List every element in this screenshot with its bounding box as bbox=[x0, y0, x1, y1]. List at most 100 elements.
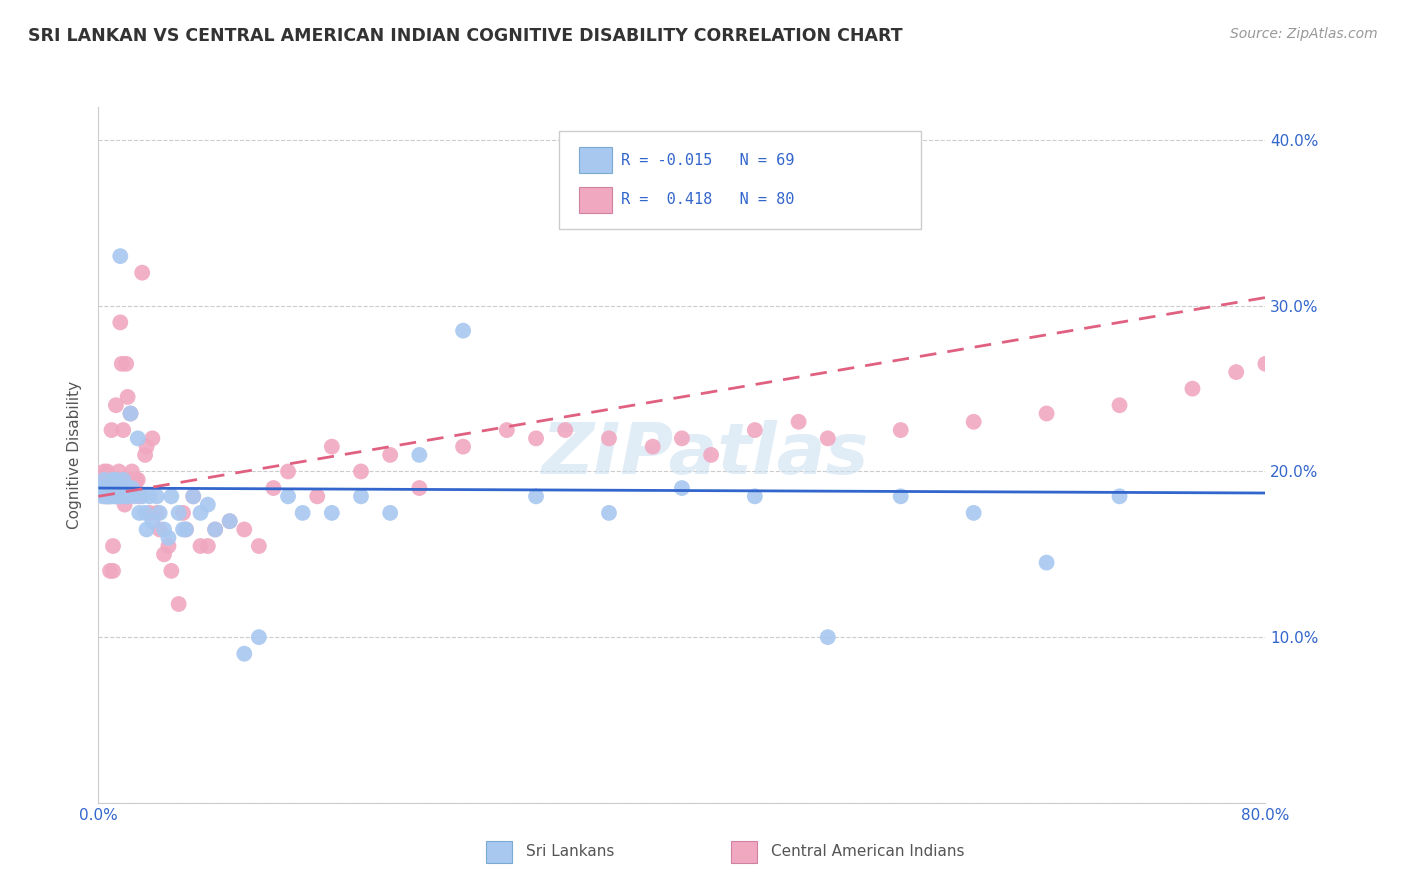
Point bbox=[321, 440, 343, 454]
Point bbox=[112, 423, 135, 437]
Point bbox=[408, 448, 430, 462]
Point bbox=[1254, 357, 1277, 371]
Point bbox=[598, 506, 620, 520]
Point bbox=[96, 481, 118, 495]
Point bbox=[157, 531, 180, 545]
Point bbox=[104, 473, 127, 487]
Point bbox=[138, 506, 160, 520]
Point bbox=[97, 473, 120, 487]
Point bbox=[128, 506, 150, 520]
Point bbox=[233, 523, 256, 537]
Point bbox=[307, 489, 329, 503]
Point bbox=[131, 489, 153, 503]
Point bbox=[103, 481, 125, 495]
Point bbox=[111, 481, 134, 495]
Point bbox=[495, 423, 517, 437]
Point bbox=[118, 473, 141, 487]
Point bbox=[204, 523, 226, 537]
Point bbox=[524, 489, 547, 503]
Point bbox=[451, 324, 474, 338]
Point bbox=[671, 431, 693, 445]
Point bbox=[111, 473, 134, 487]
Point bbox=[134, 506, 156, 520]
Point bbox=[121, 481, 143, 495]
Point bbox=[350, 489, 373, 503]
Point bbox=[114, 481, 136, 495]
Point bbox=[197, 498, 219, 512]
Point bbox=[101, 473, 124, 487]
Text: Source: ZipAtlas.com: Source: ZipAtlas.com bbox=[1230, 27, 1378, 41]
Point bbox=[117, 481, 139, 495]
Point bbox=[117, 390, 139, 404]
Point bbox=[138, 489, 160, 503]
Point bbox=[962, 506, 984, 520]
Point bbox=[1108, 398, 1130, 412]
Point bbox=[120, 407, 142, 421]
Point bbox=[350, 465, 373, 479]
Point bbox=[97, 481, 120, 495]
Point bbox=[181, 489, 204, 503]
Point bbox=[157, 539, 180, 553]
Point bbox=[1225, 365, 1247, 379]
Point bbox=[174, 523, 197, 537]
Point bbox=[190, 506, 212, 520]
Point bbox=[124, 489, 146, 503]
Point bbox=[96, 465, 118, 479]
Point bbox=[291, 506, 314, 520]
Point bbox=[121, 465, 143, 479]
Point bbox=[890, 489, 912, 503]
Point bbox=[962, 415, 984, 429]
Point bbox=[104, 489, 127, 503]
Point bbox=[277, 489, 299, 503]
Point bbox=[671, 481, 693, 495]
Point bbox=[94, 481, 117, 495]
Point bbox=[100, 484, 122, 499]
Point bbox=[96, 489, 118, 503]
Point bbox=[190, 539, 212, 553]
Point bbox=[1035, 556, 1057, 570]
Point bbox=[112, 473, 135, 487]
Point bbox=[114, 498, 136, 512]
Point bbox=[105, 481, 128, 495]
Point bbox=[172, 506, 194, 520]
Point bbox=[262, 481, 284, 495]
FancyBboxPatch shape bbox=[579, 186, 612, 213]
Point bbox=[131, 266, 153, 280]
Point bbox=[153, 547, 176, 561]
Point bbox=[160, 564, 183, 578]
Point bbox=[93, 465, 115, 479]
Point bbox=[141, 514, 163, 528]
Point bbox=[125, 473, 148, 487]
Point bbox=[128, 489, 150, 503]
Point bbox=[218, 514, 240, 528]
Point bbox=[890, 423, 912, 437]
Point bbox=[124, 481, 146, 495]
Point bbox=[110, 315, 132, 329]
Point bbox=[135, 440, 157, 454]
Point bbox=[110, 249, 132, 263]
Point bbox=[110, 489, 132, 503]
Point bbox=[98, 481, 121, 495]
Text: ZIPatlas: ZIPatlas bbox=[541, 420, 869, 490]
Point bbox=[105, 473, 128, 487]
Point bbox=[98, 489, 121, 503]
Point bbox=[101, 539, 124, 553]
Point bbox=[100, 423, 122, 437]
Point bbox=[1181, 382, 1204, 396]
Text: Sri Lankans: Sri Lankans bbox=[526, 845, 614, 859]
Point bbox=[117, 489, 139, 503]
Point bbox=[700, 448, 723, 462]
Point bbox=[110, 481, 132, 495]
Point bbox=[146, 489, 169, 503]
Point bbox=[120, 407, 142, 421]
Point bbox=[104, 398, 127, 412]
Point bbox=[817, 630, 839, 644]
Point bbox=[641, 440, 664, 454]
Point bbox=[149, 506, 172, 520]
Point bbox=[103, 481, 125, 495]
Point bbox=[744, 423, 766, 437]
Point bbox=[451, 440, 474, 454]
FancyBboxPatch shape bbox=[579, 147, 612, 173]
Point bbox=[167, 597, 190, 611]
Point bbox=[91, 489, 114, 503]
